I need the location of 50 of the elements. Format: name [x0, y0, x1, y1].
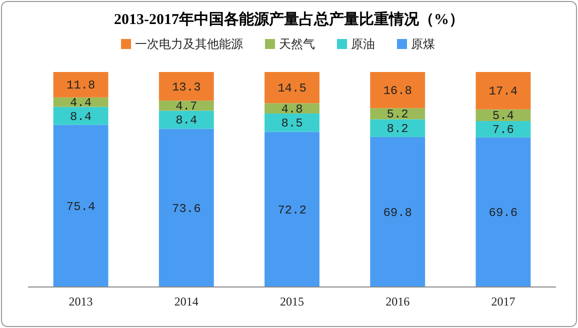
bar — [264, 72, 320, 104]
data-label: 11.8 — [66, 78, 96, 93]
bar — [158, 128, 214, 287]
bar — [53, 97, 108, 107]
bar — [264, 113, 320, 132]
bar — [158, 100, 214, 111]
data-label: 4.8 — [281, 102, 303, 116]
data-label: 4.7 — [176, 100, 198, 114]
data-label: 17.4 — [488, 84, 518, 99]
data-label: 69.6 — [488, 206, 518, 220]
bar — [158, 110, 214, 129]
data-label: 8.5 — [281, 116, 303, 131]
bar — [370, 108, 426, 120]
data-label: 69.8 — [383, 206, 412, 220]
bar — [370, 119, 426, 137]
bar — [370, 136, 426, 287]
bar — [476, 109, 531, 122]
x-tick-label: 2017 — [491, 294, 516, 309]
legend-label: 天然气 — [279, 37, 315, 51]
x-tick-label: 2015 — [280, 294, 304, 309]
data-label: 13.3 — [172, 80, 201, 94]
bar — [53, 124, 108, 287]
bar — [158, 72, 214, 101]
data-label: 73.6 — [172, 202, 201, 216]
data-label: 72.2 — [278, 203, 306, 218]
bar — [264, 132, 320, 287]
x-tick-label: 2013 — [68, 294, 93, 309]
bar — [53, 106, 108, 125]
data-label: 75.4 — [66, 200, 96, 214]
x-tick-label: 2016 — [386, 294, 410, 309]
data-label: 4.4 — [70, 96, 92, 110]
bar — [476, 121, 531, 138]
data-label: 16.8 — [383, 84, 412, 98]
bar — [476, 137, 531, 287]
legend-label: 原油 — [351, 37, 375, 51]
data-label: 8.4 — [176, 114, 198, 128]
legend-label: 原煤 — [411, 37, 435, 51]
data-label: 5.4 — [492, 109, 514, 124]
x-tick-label: 2014 — [174, 294, 198, 309]
data-label: 8.2 — [386, 122, 408, 136]
bar — [476, 72, 531, 110]
bar — [264, 103, 320, 114]
bar — [53, 72, 108, 98]
data-label: 5.2 — [386, 108, 408, 122]
bar — [370, 72, 426, 108]
chart-title: 2013-2017年中国各能源产量占总产量比重情况（%） — [114, 11, 464, 28]
data-label: 7.6 — [492, 123, 514, 138]
data-label: 8.4 — [70, 110, 92, 124]
legend-label: 一次电力及其他能源 — [135, 37, 243, 51]
data-label: 14.5 — [278, 82, 306, 96]
